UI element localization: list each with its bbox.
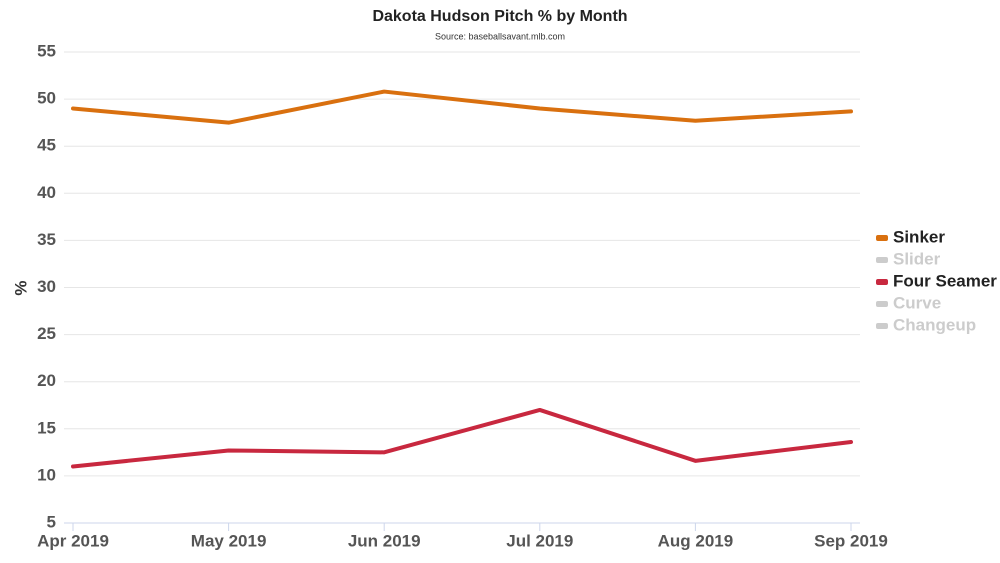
x-tick-label: May 2019 xyxy=(191,531,267,550)
series-line xyxy=(71,407,853,469)
chart-subtitle: Source: baseballsavant.mlb.com xyxy=(435,31,565,41)
x-tick-label: Aug 2019 xyxy=(658,531,734,550)
x-tick-label: Sep 2019 xyxy=(814,531,888,550)
legend-label[interactable]: Four Seamer xyxy=(893,271,997,290)
y-tick-label: 25 xyxy=(37,324,56,343)
y-tick-label: 10 xyxy=(37,465,56,484)
legend-swatch xyxy=(876,323,888,329)
legend-label[interactable]: Slider xyxy=(893,249,941,268)
legend-label[interactable]: Sinker xyxy=(893,227,945,246)
x-tick-label: Apr 2019 xyxy=(37,531,109,550)
y-tick-label: 5 xyxy=(47,512,56,531)
legend-label[interactable]: Curve xyxy=(893,293,941,312)
y-tick-label: 45 xyxy=(37,136,56,155)
chart-title: Dakota Hudson Pitch % by Month xyxy=(372,8,627,25)
y-tick-label: 35 xyxy=(37,230,56,249)
y-tick-label: 30 xyxy=(37,277,56,296)
y-tick-label: 40 xyxy=(37,183,56,202)
legend-swatch xyxy=(876,279,888,285)
x-tick-label: Jul 2019 xyxy=(506,531,573,550)
legend-swatch xyxy=(876,235,888,241)
legend-swatch xyxy=(876,257,888,263)
x-tick-label: Jun 2019 xyxy=(348,531,421,550)
y-tick-label: 50 xyxy=(37,89,56,108)
legend-swatch xyxy=(876,301,888,307)
y-tick-label: 15 xyxy=(37,418,56,437)
series-line xyxy=(71,89,853,125)
y-axis-label: % xyxy=(11,280,30,295)
legend-label[interactable]: Changeup xyxy=(893,315,976,334)
y-tick-label: 20 xyxy=(37,371,56,390)
y-tick-label: 55 xyxy=(37,41,56,60)
